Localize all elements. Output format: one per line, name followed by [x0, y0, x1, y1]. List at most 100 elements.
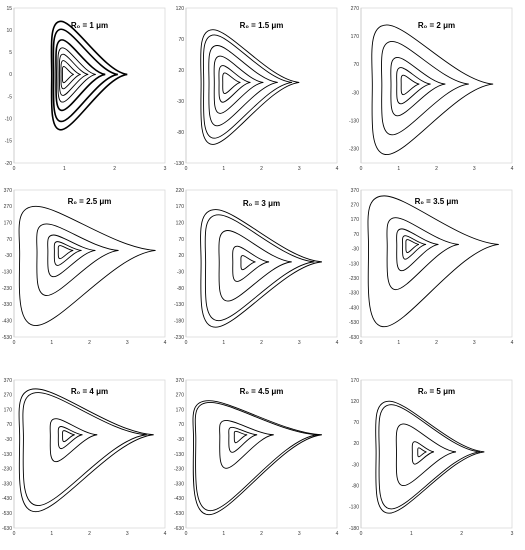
y-tick-label: 70 [6, 422, 12, 428]
orbit-loop [390, 57, 446, 117]
x-tick-label: 4 [164, 531, 167, 537]
y-tick-label: 170 [4, 220, 13, 226]
chart-title: R₀ = 1.5 μm [240, 21, 284, 30]
x-tick-label: 0 [185, 531, 188, 537]
x-tick-label: 4 [164, 340, 167, 346]
y-tick-label: -20 [5, 161, 12, 167]
y-tick-label: 70 [178, 422, 184, 428]
y-tick-label: 15 [6, 6, 12, 12]
y-tick-label: -430 [349, 305, 359, 311]
x-tick-label: 4 [511, 340, 514, 346]
y-tick-label: -130 [174, 302, 184, 308]
orbit-loop [192, 400, 322, 516]
x-tick-label: 2 [460, 531, 463, 537]
orbit-loop [60, 60, 81, 90]
orbit-loop [219, 420, 274, 469]
y-tick-label: -80 [352, 484, 359, 490]
orbit-loop [36, 223, 119, 296]
y-tick-label: 170 [351, 34, 360, 40]
y-tick-label: 70 [353, 232, 359, 238]
orbit-loop [381, 41, 469, 136]
y-tick-label: 20 [178, 253, 184, 259]
y-tick-label: -15 [5, 139, 12, 145]
y-tick-label: -530 [349, 320, 359, 326]
orbit-loop [228, 426, 258, 453]
x-tick-label: 1 [397, 340, 400, 346]
y-tick-label: -180 [174, 318, 184, 324]
x-tick-label: 4 [511, 166, 514, 172]
orbit-loop [18, 205, 156, 327]
orbit-loop [367, 195, 499, 328]
x-tick-label: 3 [298, 531, 301, 537]
orbit-loop [194, 401, 318, 512]
orbit-loop [200, 209, 322, 328]
y-tick-label: 120 [351, 399, 360, 405]
x-tick-label: 4 [336, 531, 339, 537]
plot-border [360, 189, 513, 338]
y-tick-label: 5 [9, 50, 12, 56]
orbit-loop [375, 400, 485, 514]
y-tick-label: -230 [174, 335, 184, 341]
y-tick-label: -630 [349, 335, 359, 341]
chart-title: R₀ = 4.5 μm [240, 387, 284, 396]
y-tick-label: 370 [176, 378, 185, 384]
x-tick-label: 2 [260, 340, 263, 346]
y-tick-label: -30 [177, 99, 184, 105]
y-tick-label: -530 [174, 511, 184, 517]
chart-title: R₀ = 2.5 μm [68, 197, 112, 206]
orbit-loop [22, 392, 147, 507]
orbit-loop [49, 418, 98, 463]
plot-border [360, 7, 513, 164]
orbit-loop [204, 214, 315, 322]
orbit-loop [53, 241, 82, 266]
orbit-loop [202, 34, 293, 139]
y-tick-label: 220 [176, 188, 185, 194]
x-tick-label: 1 [50, 340, 53, 346]
orbit-loop [371, 24, 494, 155]
y-tick-label: 370 [4, 188, 13, 194]
orbit-loop [417, 447, 427, 458]
y-tick-label: -330 [2, 481, 12, 487]
y-tick-label: 170 [4, 407, 13, 413]
y-tick-label: 120 [176, 220, 185, 226]
y-tick-label: 170 [176, 204, 185, 210]
x-tick-label: 2 [88, 531, 91, 537]
x-tick-label: 3 [298, 166, 301, 172]
y-tick-label: -330 [349, 291, 359, 297]
orbit-loop [411, 441, 435, 465]
chart-title: R₀ = 3 μm [243, 199, 280, 208]
y-tick-label: -130 [174, 161, 184, 167]
y-tick-label: 70 [178, 237, 184, 243]
orbit-loop [52, 28, 119, 123]
x-tick-label: 2 [435, 340, 438, 346]
y-tick-label: -530 [2, 335, 12, 341]
x-tick-label: 0 [360, 166, 363, 172]
y-tick-label: 70 [178, 37, 184, 43]
orbit-loop [395, 423, 457, 487]
y-tick-label: 70 [353, 420, 359, 426]
y-tick-label: -30 [177, 437, 184, 443]
x-tick-label: 4 [336, 166, 339, 172]
orbit-loop [57, 426, 83, 450]
x-tick-label: 1 [50, 531, 53, 537]
orbit-loop [55, 39, 106, 112]
orbit-loop [61, 66, 74, 84]
y-tick-label: -30 [177, 269, 184, 275]
y-tick-label: 70 [353, 62, 359, 68]
y-tick-label: -230 [349, 276, 359, 282]
chart-title: R₀ = 5 μm [418, 387, 455, 396]
y-tick-label: -230 [2, 467, 12, 473]
x-tick-label: 1 [222, 340, 225, 346]
x-tick-label: 2 [435, 166, 438, 172]
y-tick-label: -30 [352, 90, 359, 96]
orbit-loop [218, 65, 251, 103]
x-tick-label: 0 [360, 531, 363, 537]
x-tick-label: 1 [397, 166, 400, 172]
y-tick-label: 270 [4, 393, 13, 399]
y-tick-label: 270 [4, 204, 13, 210]
y-tick-label: -230 [174, 467, 184, 473]
